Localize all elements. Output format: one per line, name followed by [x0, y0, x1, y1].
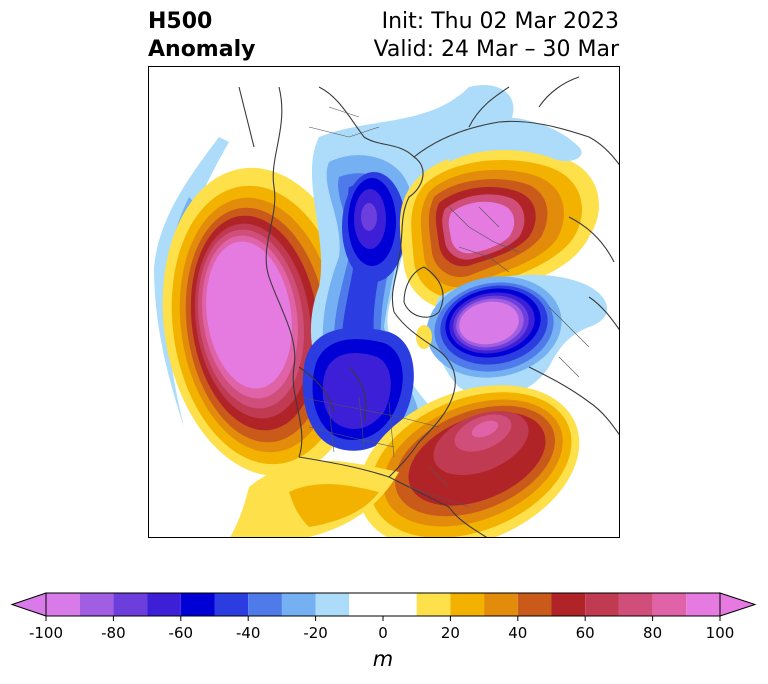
colorbar-tick-label: -80 [101, 624, 126, 642]
anomaly-map [154, 76, 619, 537]
colorbar-tick-label: 20 [441, 624, 460, 642]
init-date: Init: Thu 02 Mar 2023 [381, 9, 619, 34]
colorbar-extend-max [719, 592, 757, 617]
colorbar-bin [147, 593, 181, 616]
colorbar-bin [618, 593, 653, 616]
colorbar-bin [214, 593, 249, 616]
title-left: H500 Anomaly [148, 8, 255, 64]
coastlines [238, 76, 619, 537]
colorbar-bin [180, 593, 215, 616]
colorbar-tick-label: 60 [576, 624, 595, 642]
colorbar-bin [349, 593, 417, 616]
colorbar-unit: m [373, 647, 393, 671]
anomaly-southeast-ridge [358, 385, 580, 537]
colorbar-bins [46, 593, 720, 616]
colorbar-bin [113, 593, 148, 616]
colorbar-tick-label: 80 [643, 624, 662, 642]
colorbar-bin [248, 593, 282, 616]
anomaly-small-ridge [416, 325, 432, 349]
colorbar-bin [517, 593, 552, 616]
colorbar-bin [79, 593, 114, 616]
political-borders [298, 106, 590, 508]
colorbar-bin [315, 593, 350, 616]
colorbar-tick-label: -100 [29, 624, 63, 642]
title-right: Init: Thu 02 Mar 2023 Valid: 24 Mar – 30… [374, 8, 619, 64]
colorbar-bin [652, 593, 687, 616]
colorbar-bin [484, 593, 518, 616]
colorbar-bin [686, 593, 720, 616]
anomaly-hudson-trough [342, 172, 406, 282]
anomaly-europe-trough [426, 276, 562, 378]
colorbar-tick-label: -60 [169, 624, 194, 642]
colorbar-bin [450, 593, 485, 616]
colorbar-tick-label: 100 [706, 624, 735, 642]
colorbar-tick-label: 0 [378, 624, 388, 642]
title-field: Anomaly [148, 37, 256, 62]
colorbar-tick-label: -20 [303, 624, 328, 642]
colorbar-bin [551, 593, 586, 616]
colorbar-tick-label: -40 [236, 624, 261, 642]
colorbar: -100 -80 -60 -40 -20 0 20 40 60 80 100 m [10, 592, 757, 671]
valid-range: Valid: 24 Mar – 30 Mar [373, 37, 619, 62]
map-panel [148, 66, 620, 538]
colorbar-tick-label: 40 [508, 624, 527, 642]
colorbar-bin [416, 593, 451, 616]
anomaly-northeast-ridge [399, 148, 599, 310]
colorbar-bin [585, 593, 619, 616]
colorbar-extend-min [10, 592, 47, 617]
colorbar-ticks: -100 -80 -60 -40 -20 0 20 40 60 80 100 [29, 616, 734, 642]
colorbar-bin [46, 593, 80, 616]
title-variable: H500 [148, 9, 213, 34]
colorbar-bin [281, 593, 316, 616]
